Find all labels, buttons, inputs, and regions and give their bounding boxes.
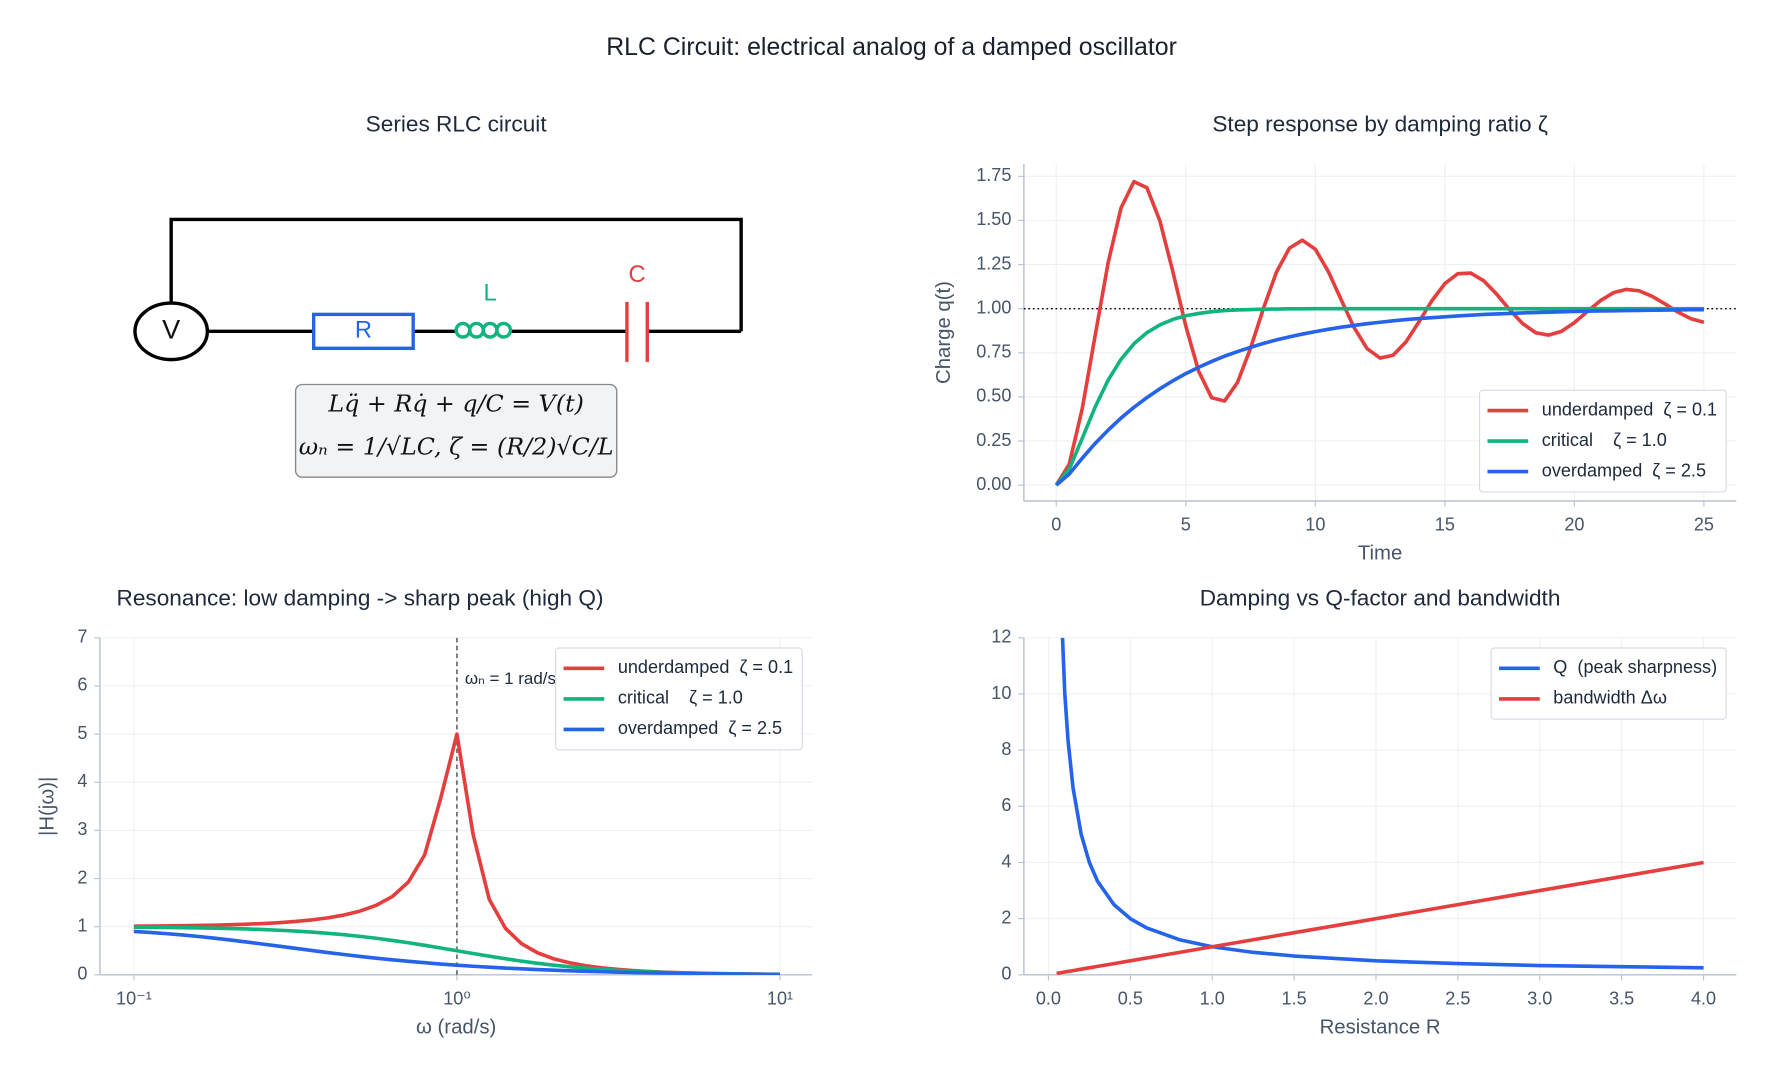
panel-title: Resonance: low damping -> sharp peak (hi…	[117, 585, 604, 610]
series-line	[1056, 860, 1704, 975]
y-tick-label: 3	[77, 819, 87, 839]
x-axis-label: Resistance R	[1320, 1016, 1441, 1038]
equation: Lq̈ + Rq̇ + q/C = V(t)	[327, 389, 583, 417]
x-tick-label: 2.5	[1445, 988, 1470, 1008]
x-tick-label: 0	[1051, 515, 1061, 535]
legend-label: critical ζ = 1.0	[618, 688, 743, 708]
x-tick-label: 0.0	[1036, 988, 1061, 1008]
resistor-label: R	[355, 318, 372, 344]
x-tick-label: 3.5	[1609, 988, 1634, 1008]
x-axis-label: ω (rad/s)	[416, 1016, 496, 1038]
y-tick-label: 1.50	[976, 209, 1011, 229]
legend-label: critical ζ = 1.0	[1542, 430, 1667, 450]
capacitor	[625, 301, 649, 362]
x-tick-label: 4.0	[1691, 988, 1716, 1008]
y-tick-label: 10	[991, 683, 1011, 703]
y-axis-label: |H(jω)|	[36, 777, 58, 836]
y-tick-label: 5	[77, 723, 87, 743]
y-tick-label: 0.50	[976, 386, 1011, 406]
x-tick-label: 1.0	[1200, 988, 1225, 1008]
x-axis-label: Time	[1358, 543, 1402, 565]
y-tick-label: 0.75	[976, 342, 1011, 362]
figure-title: RLC Circuit: electrical analog of a damp…	[606, 33, 1177, 61]
x-tick-label: 25	[1694, 515, 1714, 535]
y-tick-label: 7	[77, 627, 87, 647]
resistor	[311, 312, 415, 351]
inductor	[454, 321, 513, 339]
x-tick-label: 10	[1305, 515, 1325, 535]
x-tick-label: 2.0	[1363, 988, 1388, 1008]
inductor-label: L	[483, 280, 496, 306]
y-tick-label: 0.25	[976, 430, 1011, 450]
chart-panel: Step response by damping ratio ζ 0 5 10 15 20…	[933, 111, 1737, 565]
y-tick-label: 0	[77, 964, 87, 984]
x-tick-label: 15	[1435, 515, 1455, 535]
y-tick-label: 4	[77, 771, 87, 791]
plot-area	[133, 637, 780, 975]
x-tick-label: 3.0	[1527, 988, 1552, 1008]
y-tick-label: 6	[77, 675, 87, 695]
legend: underdamped ζ = 0.1 critical ζ = 1.0 overd…	[1479, 389, 1727, 493]
annotation: ωₙ = 1 rad/s	[465, 669, 556, 688]
y-axis-label: Charge q(t)	[933, 281, 955, 384]
series-line	[1060, 637, 1704, 970]
y-tick-label: 1.75	[976, 165, 1011, 185]
x-tick-label: 5	[1181, 515, 1191, 535]
equation-box	[294, 383, 618, 478]
source	[133, 301, 210, 362]
panel-title: Series RLC circuit	[366, 111, 548, 136]
y-tick-label: 12	[991, 627, 1011, 647]
series-line	[1054, 306, 1704, 487]
y-tick-label: 2	[77, 867, 87, 887]
chart-panel: Damping vs Q-factor and bandwidth 0.0 0.5 1…	[991, 585, 1737, 1038]
legend: underdamped ζ = 0.1 critical ζ = 1.0 overd…	[555, 647, 803, 751]
y-tick-label: 0.00	[976, 474, 1011, 494]
capacitor-label: C	[629, 262, 646, 288]
legend-box	[1490, 647, 1727, 720]
chart-panel: Resonance: low damping -> sharp peak (hi…	[36, 585, 813, 1038]
wires	[133, 217, 743, 362]
y-tick-label: 1.00	[976, 297, 1011, 317]
y-tick-label: 1.25	[976, 253, 1011, 273]
legend-box	[555, 647, 803, 751]
y-tick-label: 4	[1001, 851, 1011, 871]
x-tick-label: 0.5	[1118, 988, 1143, 1008]
legend-label: underdamped ζ = 0.1	[618, 657, 793, 677]
legend: Q (peak sharpness) bandwidth Δω	[1490, 647, 1727, 720]
equation: ωₙ = 1/√LC, ζ = (R/2)√C/L	[299, 432, 614, 460]
x-tick-label: 20	[1564, 515, 1584, 535]
y-tick-label: 6	[1001, 795, 1011, 815]
legend-label: Q (peak sharpness)	[1553, 657, 1717, 677]
x-tick-label: 1.5	[1282, 988, 1307, 1008]
y-tick-label: 1	[77, 915, 87, 935]
y-tick-label: 0	[1001, 964, 1011, 984]
x-tick-label: 10⁰	[443, 988, 470, 1008]
source-label: V	[162, 314, 180, 345]
panel-title: Damping vs Q-factor and bandwidth	[1200, 585, 1561, 610]
legend-label: bandwidth Δω	[1553, 688, 1667, 708]
series-line	[1055, 307, 1704, 487]
plot-area	[1023, 179, 1737, 487]
series-line	[133, 929, 780, 975]
panel-title: Step response by damping ratio ζ	[1212, 111, 1548, 136]
plot-area	[1056, 637, 1704, 975]
y-tick-label: 8	[1001, 739, 1011, 759]
x-tick-label: 10¹	[767, 988, 793, 1008]
legend-box	[1479, 389, 1727, 493]
wire	[169, 217, 743, 332]
legend-label: underdamped ζ = 0.1	[1542, 399, 1717, 419]
legend-label: overdamped ζ = 2.5	[618, 718, 782, 738]
x-tick-label: 10⁻¹	[116, 988, 152, 1008]
circuit-panel: Series RLC circuit V R L C Lq̈ + Rq̇ + q…	[133, 111, 743, 478]
series-line	[1054, 179, 1705, 487]
y-tick-label: 2	[1001, 907, 1011, 927]
legend-label: overdamped ζ = 2.5	[1542, 460, 1706, 480]
